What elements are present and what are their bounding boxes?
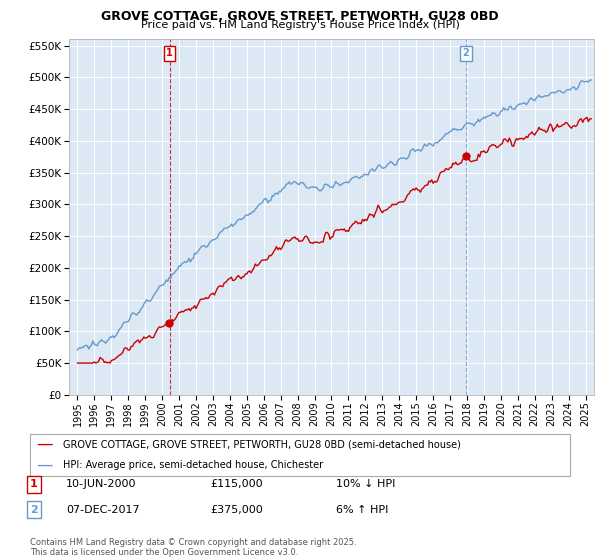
Text: —: —	[36, 456, 53, 474]
Text: £115,000: £115,000	[210, 479, 263, 489]
Text: 1: 1	[166, 48, 173, 58]
Text: GROVE COTTAGE, GROVE STREET, PETWORTH, GU28 0BD (semi-detached house): GROVE COTTAGE, GROVE STREET, PETWORTH, G…	[63, 439, 461, 449]
Text: 07-DEC-2017: 07-DEC-2017	[66, 505, 140, 515]
Text: 10% ↓ HPI: 10% ↓ HPI	[336, 479, 395, 489]
Text: —: —	[36, 435, 53, 453]
Text: 2: 2	[463, 48, 469, 58]
Text: HPI: Average price, semi-detached house, Chichester: HPI: Average price, semi-detached house,…	[63, 460, 323, 470]
Text: Price paid vs. HM Land Registry's House Price Index (HPI): Price paid vs. HM Land Registry's House …	[140, 20, 460, 30]
Text: £375,000: £375,000	[210, 505, 263, 515]
Text: 1: 1	[30, 479, 38, 489]
Text: GROVE COTTAGE, GROVE STREET, PETWORTH, GU28 0BD: GROVE COTTAGE, GROVE STREET, PETWORTH, G…	[101, 10, 499, 23]
Text: 10-JUN-2000: 10-JUN-2000	[66, 479, 137, 489]
Text: 6% ↑ HPI: 6% ↑ HPI	[336, 505, 388, 515]
Text: Contains HM Land Registry data © Crown copyright and database right 2025.
This d: Contains HM Land Registry data © Crown c…	[30, 538, 356, 557]
Text: 2: 2	[30, 505, 38, 515]
